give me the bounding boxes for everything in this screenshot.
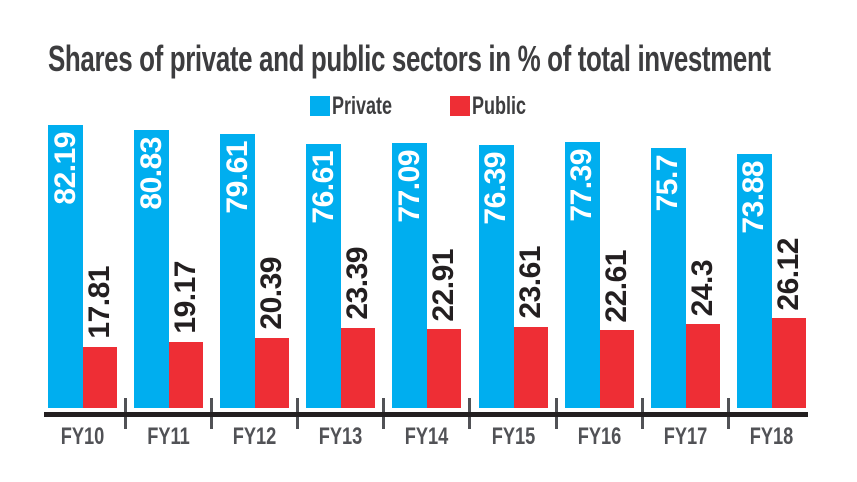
value-text-public-fy14: 22.91 [427, 248, 461, 322]
bar-private-fy13 [306, 144, 342, 408]
value-label-public-fy14: 22.91 [427, 171, 461, 322]
category-label-fy13: FY13 [318, 423, 363, 450]
legend: Private Public [0, 91, 857, 121]
chart-title: Shares of private and public sectors in … [48, 38, 771, 79]
bar-public-fy16 [599, 330, 634, 408]
bar-private-fy12 [220, 134, 256, 408]
value-label-public-fy10: 17.81 [83, 189, 117, 339]
legend-swatch-public [449, 96, 470, 116]
value-text-public-fy12: 20.39 [255, 257, 289, 330]
x-axis-line [44, 412, 808, 417]
legend-entry-public: Public [449, 91, 547, 121]
legend-label-private: Private [332, 91, 393, 120]
bar-private-fy10 [48, 125, 83, 408]
category-label-fy12: FY12 [232, 423, 277, 450]
value-label-public-fy18: 26.12 [771, 160, 806, 311]
value-text-public-fy17: 24.3 [685, 260, 719, 317]
bar-private-fy14 [392, 142, 428, 408]
value-text-public-fy11: 19.17 [169, 261, 203, 335]
value-text-public-fy18: 26.12 [771, 237, 805, 311]
value-text-public-fy16: 22.61 [599, 249, 633, 323]
bar-public-fy14 [427, 329, 462, 408]
value-label-public-fy15: 23.61 [514, 169, 548, 319]
value-text-public-fy15: 23.61 [513, 246, 547, 319]
bar-public-fy17 [685, 324, 720, 408]
bar-public-fy13 [341, 327, 376, 408]
category-label-fy17: FY17 [663, 423, 707, 450]
bar-private-fy15 [478, 145, 514, 408]
value-label-public-fy16: 22.61 [599, 172, 634, 323]
category-label-fy18: FY18 [749, 423, 794, 450]
value-text-public-fy13: 23.39 [341, 246, 375, 320]
bar-public-fy18 [771, 318, 806, 408]
legend-label-public: Public [471, 91, 526, 120]
bar-public-fy11 [169, 342, 204, 408]
bar-public-fy10 [83, 346, 117, 408]
bar-public-fy12 [255, 337, 290, 408]
bar-public-fy15 [513, 326, 548, 408]
value-text-public-fy10: 17.81 [83, 266, 116, 339]
category-label-fy14: FY14 [405, 423, 449, 450]
value-label-public-fy11: 19.17 [169, 184, 203, 334]
bar-private-fy16 [564, 141, 600, 408]
category-label-fy16: FY16 [577, 423, 621, 450]
value-label-public-fy17: 24.3 [686, 166, 720, 316]
bar-private-fy17 [650, 147, 686, 408]
legend-entry-private: Private [310, 92, 415, 121]
bar-private-fy11 [134, 129, 170, 408]
value-label-public-fy13: 23.39 [341, 170, 375, 320]
category-label-fy15: FY15 [491, 423, 535, 450]
legend-swatch-private [310, 96, 331, 116]
bar-private-fy18 [736, 153, 772, 408]
category-label-fy11: FY11 [147, 423, 190, 450]
value-label-public-fy12: 20.39 [255, 180, 289, 330]
category-label-fy10: FY10 [60, 423, 105, 450]
